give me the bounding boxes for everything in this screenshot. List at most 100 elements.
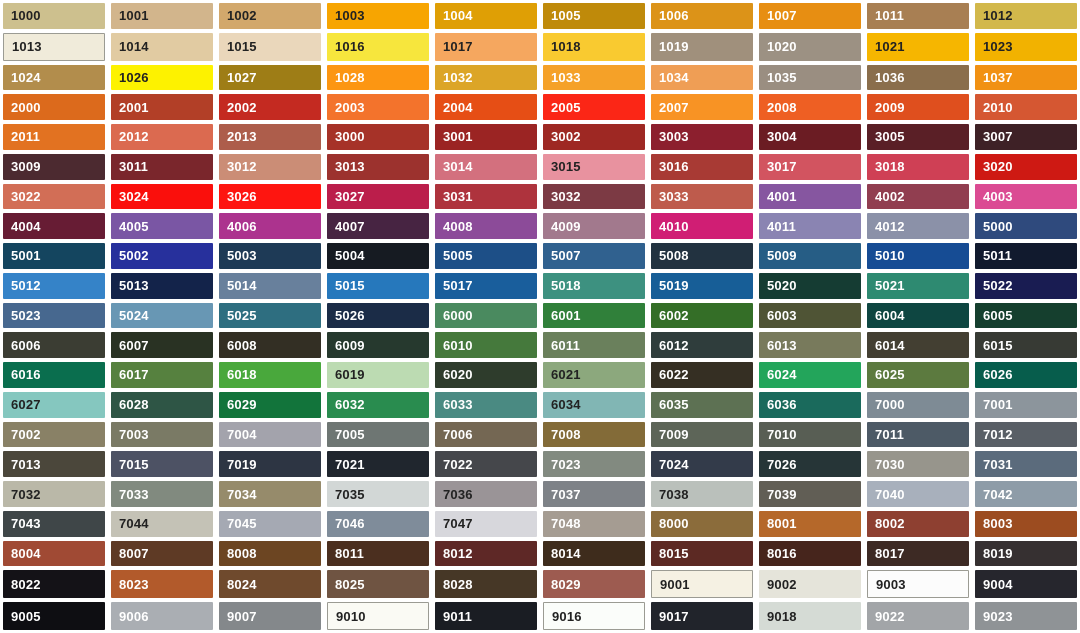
swatch-6005[interactable]: 6005 [975, 302, 1077, 329]
swatch-7000[interactable]: 7000 [867, 391, 969, 418]
swatch-1023[interactable]: 1023 [975, 32, 1077, 61]
swatch-3004[interactable]: 3004 [759, 124, 861, 150]
swatch-8016[interactable]: 8016 [759, 540, 861, 567]
swatch-7013[interactable]: 7013 [3, 451, 105, 478]
swatch-5004[interactable]: 5004 [327, 243, 429, 269]
swatch-6011[interactable]: 6011 [543, 332, 645, 359]
swatch-3020[interactable]: 3020 [975, 153, 1077, 180]
swatch-8002[interactable]: 8002 [867, 510, 969, 537]
swatch-6003[interactable]: 6003 [759, 302, 861, 329]
swatch-5021[interactable]: 5021 [867, 272, 969, 299]
swatch-5008[interactable]: 5008 [651, 243, 753, 269]
swatch-9006[interactable]: 9006 [111, 602, 213, 630]
swatch-1000[interactable]: 1000 [3, 3, 105, 29]
swatch-5017[interactable]: 5017 [435, 272, 537, 299]
swatch-3015[interactable]: 3015 [543, 153, 645, 180]
swatch-4011[interactable]: 4011 [759, 213, 861, 240]
swatch-6033[interactable]: 6033 [435, 391, 537, 418]
swatch-9002[interactable]: 9002 [759, 570, 861, 599]
swatch-3027[interactable]: 3027 [327, 183, 429, 210]
swatch-7015[interactable]: 7015 [111, 451, 213, 478]
swatch-1036[interactable]: 1036 [867, 64, 969, 91]
swatch-4007[interactable]: 4007 [327, 213, 429, 240]
swatch-6018[interactable]: 6018 [219, 362, 321, 388]
swatch-5020[interactable]: 5020 [759, 272, 861, 299]
swatch-2009[interactable]: 2009 [867, 94, 969, 120]
swatch-6019[interactable]: 6019 [327, 362, 429, 388]
swatch-4005[interactable]: 4005 [111, 213, 213, 240]
swatch-1017[interactable]: 1017 [435, 32, 537, 61]
swatch-3005[interactable]: 3005 [867, 124, 969, 150]
swatch-1015[interactable]: 1015 [219, 32, 321, 61]
swatch-1020[interactable]: 1020 [759, 32, 861, 61]
swatch-9005[interactable]: 9005 [3, 602, 105, 630]
swatch-5007[interactable]: 5007 [543, 243, 645, 269]
swatch-2004[interactable]: 2004 [435, 94, 537, 120]
swatch-7034[interactable]: 7034 [219, 481, 321, 507]
swatch-9011[interactable]: 9011 [435, 602, 537, 630]
swatch-5025[interactable]: 5025 [219, 302, 321, 329]
swatch-4008[interactable]: 4008 [435, 213, 537, 240]
swatch-7012[interactable]: 7012 [975, 421, 1077, 448]
swatch-6002[interactable]: 6002 [651, 302, 753, 329]
swatch-9017[interactable]: 9017 [651, 602, 753, 630]
swatch-7023[interactable]: 7023 [543, 451, 645, 478]
swatch-2001[interactable]: 2001 [111, 94, 213, 120]
swatch-5018[interactable]: 5018 [543, 272, 645, 299]
swatch-4001[interactable]: 4001 [759, 183, 861, 210]
swatch-7026[interactable]: 7026 [759, 451, 861, 478]
swatch-3033[interactable]: 3033 [651, 183, 753, 210]
swatch-7039[interactable]: 7039 [759, 481, 861, 507]
swatch-8023[interactable]: 8023 [111, 570, 213, 599]
swatch-2008[interactable]: 2008 [759, 94, 861, 120]
swatch-3011[interactable]: 3011 [111, 153, 213, 180]
swatch-1011[interactable]: 1011 [867, 3, 969, 29]
swatch-3012[interactable]: 3012 [219, 153, 321, 180]
swatch-3024[interactable]: 3024 [111, 183, 213, 210]
swatch-9010[interactable]: 9010 [327, 602, 429, 630]
swatch-3018[interactable]: 3018 [867, 153, 969, 180]
swatch-6028[interactable]: 6028 [111, 391, 213, 418]
swatch-5014[interactable]: 5014 [219, 272, 321, 299]
swatch-1028[interactable]: 1028 [327, 64, 429, 91]
swatch-1014[interactable]: 1014 [111, 32, 213, 61]
swatch-8004[interactable]: 8004 [3, 540, 105, 567]
swatch-1002[interactable]: 1002 [219, 3, 321, 29]
swatch-6026[interactable]: 6026 [975, 362, 1077, 388]
swatch-7021[interactable]: 7021 [327, 451, 429, 478]
swatch-7009[interactable]: 7009 [651, 421, 753, 448]
swatch-7031[interactable]: 7031 [975, 451, 1077, 478]
swatch-7011[interactable]: 7011 [867, 421, 969, 448]
swatch-8022[interactable]: 8022 [3, 570, 105, 599]
swatch-3009[interactable]: 3009 [3, 153, 105, 180]
swatch-8029[interactable]: 8029 [543, 570, 645, 599]
swatch-1005[interactable]: 1005 [543, 3, 645, 29]
swatch-2012[interactable]: 2012 [111, 124, 213, 150]
swatch-5019[interactable]: 5019 [651, 272, 753, 299]
swatch-5009[interactable]: 5009 [759, 243, 861, 269]
swatch-2007[interactable]: 2007 [651, 94, 753, 120]
swatch-7037[interactable]: 7037 [543, 481, 645, 507]
swatch-9004[interactable]: 9004 [975, 570, 1077, 599]
swatch-4009[interactable]: 4009 [543, 213, 645, 240]
swatch-1024[interactable]: 1024 [3, 64, 105, 91]
swatch-6012[interactable]: 6012 [651, 332, 753, 359]
swatch-2003[interactable]: 2003 [327, 94, 429, 120]
swatch-1037[interactable]: 1037 [975, 64, 1077, 91]
swatch-8015[interactable]: 8015 [651, 540, 753, 567]
swatch-7010[interactable]: 7010 [759, 421, 861, 448]
swatch-3022[interactable]: 3022 [3, 183, 105, 210]
swatch-9022[interactable]: 9022 [867, 602, 969, 630]
swatch-6008[interactable]: 6008 [219, 332, 321, 359]
swatch-5002[interactable]: 5002 [111, 243, 213, 269]
swatch-5015[interactable]: 5015 [327, 272, 429, 299]
swatch-1035[interactable]: 1035 [759, 64, 861, 91]
swatch-6004[interactable]: 6004 [867, 302, 969, 329]
swatch-9016[interactable]: 9016 [543, 602, 645, 630]
swatch-1013[interactable]: 1013 [3, 32, 105, 61]
swatch-7022[interactable]: 7022 [435, 451, 537, 478]
swatch-6007[interactable]: 6007 [111, 332, 213, 359]
swatch-1033[interactable]: 1033 [543, 64, 645, 91]
swatch-7035[interactable]: 7035 [327, 481, 429, 507]
swatch-6020[interactable]: 6020 [435, 362, 537, 388]
